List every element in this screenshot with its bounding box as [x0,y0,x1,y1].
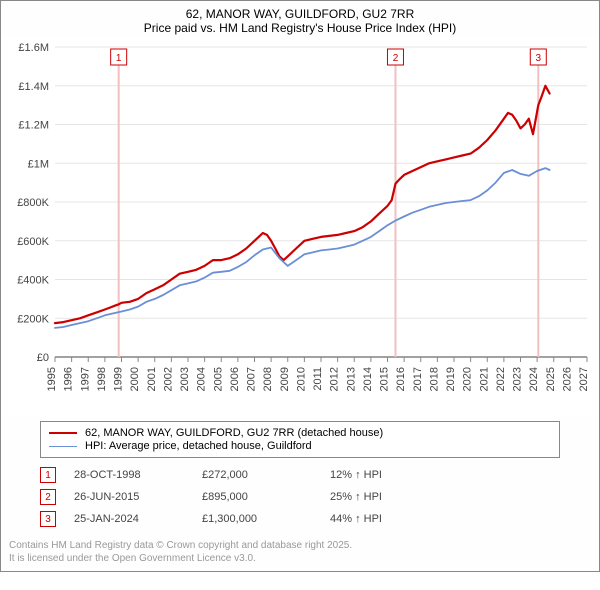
x-tick-label: 2001 [146,367,158,391]
x-tick-label: 2007 [246,367,258,391]
x-tick-label: 2023 [512,367,524,391]
footer-line-1: Contains HM Land Registry data © Crown c… [9,540,591,553]
x-tick-label: 2022 [495,367,507,391]
legend-swatch [49,432,77,434]
sale-row-badge: 1 [40,467,56,483]
legend: 62, MANOR WAY, GUILDFORD, GU2 7RR (detac… [40,421,560,458]
sale-row-date: 26-JUN-2015 [74,491,184,503]
chart: £0 £200K £400K £600K £800K £1M £1.2M £1.4M £1.6M… [1,37,599,417]
x-tick-label: 2010 [295,367,307,391]
y-tick-label: £600K [17,236,49,248]
sale-row-date: 28-OCT-1998 [74,469,184,481]
y-tick-label: £800K [17,197,49,209]
sale-row-diff: 12% ↑ HPI [330,469,382,481]
x-tick-label: 2025 [545,367,557,391]
x-tick-label: 2020 [462,367,474,391]
legend-swatch [49,446,77,447]
x-tick-label: 2015 [379,367,391,391]
legend-item: HPI: Average price, detached house, Guil… [49,440,551,452]
legend-label: HPI: Average price, detached house, Guil… [85,440,312,452]
sale-row-badge: 2 [40,489,56,505]
sale-marker-number: 3 [536,53,542,64]
sale-row-badge: 3 [40,511,56,527]
x-tick-label: 2014 [362,367,374,391]
x-tick-label: 1996 [63,367,75,391]
x-tick-label: 2016 [395,367,407,391]
y-tick-label: £1M [28,158,49,170]
x-tick-label: 1997 [79,367,91,391]
sale-row-date: 25-JAN-2024 [74,513,184,525]
sale-row-price: £272,000 [202,469,312,481]
x-tick-label: 2013 [345,367,357,391]
legend-item: 62, MANOR WAY, GUILDFORD, GU2 7RR (detac… [49,427,551,439]
x-tick-label: 2018 [428,367,440,391]
titles: 62, MANOR WAY, GUILDFORD, GU2 7RR Price … [1,1,599,37]
sale-row-diff: 25% ↑ HPI [330,491,382,503]
footer-line-2: It is licensed under the Open Government… [9,553,591,566]
y-tick-label: £1.6M [18,42,49,54]
x-tick-label: 2026 [561,367,573,391]
x-tick-label: 2012 [329,367,341,391]
chart-container: 62, MANOR WAY, GUILDFORD, GU2 7RR Price … [0,0,600,572]
sale-row: 1 28-OCT-1998 £272,000 12% ↑ HPI [40,464,560,486]
x-tick-label: 2019 [445,367,457,391]
sale-row: 2 26-JUN-2015 £895,000 25% ↑ HPI [40,486,560,508]
sale-row-diff: 44% ↑ HPI [330,513,382,525]
sale-row-price: £895,000 [202,491,312,503]
x-tick-label: 2004 [196,367,208,391]
x-tick-label: 2017 [412,367,424,391]
sale-row-price: £1,300,000 [202,513,312,525]
x-tick-label: 2006 [229,367,241,391]
x-tick-label: 2027 [578,367,590,391]
x-tick-label: 2008 [262,367,274,391]
y-tick-label: £1.4M [18,81,49,93]
x-tick-label: 2009 [279,367,291,391]
x-tick-label: 2024 [528,367,540,391]
legend-label: 62, MANOR WAY, GUILDFORD, GU2 7RR (detac… [85,427,383,439]
footer: Contains HM Land Registry data © Crown c… [1,536,599,571]
title-line-1: 62, MANOR WAY, GUILDFORD, GU2 7RR [1,7,599,21]
x-tick-label: 2000 [129,367,141,391]
x-tick-label: 1998 [96,367,108,391]
chart-svg: £0 £200K £400K £600K £800K £1M £1.2M £1.4M £1.6M… [1,37,599,417]
x-tick-label: 1999 [113,367,125,391]
sale-marker-number: 1 [116,53,122,64]
title-line-2: Price paid vs. HM Land Registry's House … [1,21,599,35]
y-tick-label: £0 [37,352,49,364]
y-tick-label: £400K [17,275,49,287]
x-tick-label: 2002 [162,367,174,391]
y-tick-label: £1.2M [18,120,49,132]
y-tick-label: £200K [17,313,49,325]
x-tick-label: 1995 [46,367,58,391]
sale-marker-number: 2 [393,53,399,64]
x-tick-label: 2005 [212,367,224,391]
x-tick-label: 2003 [179,367,191,391]
x-tick-label: 2021 [478,367,490,391]
sales-table: 1 28-OCT-1998 £272,000 12% ↑ HPI 2 26-JUN-201… [40,464,560,530]
x-tick-label: 2011 [312,367,324,391]
sale-row: 3 25-JAN-2024 £1,300,000 44% ↑ HPI [40,508,560,530]
